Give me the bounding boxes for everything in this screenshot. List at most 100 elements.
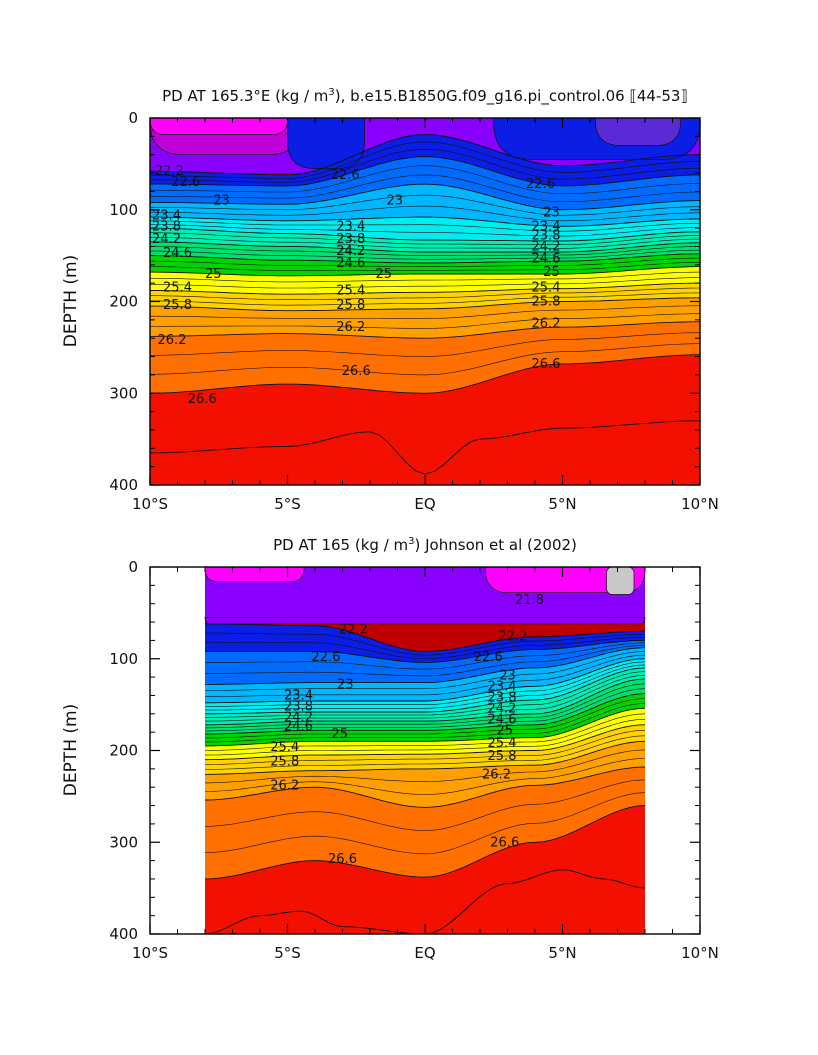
contour-band-24.6 — [205, 693, 645, 746]
contour-line-minor — [150, 141, 700, 179]
contour-line-minor — [150, 292, 700, 306]
contour-label: 25.8 — [163, 298, 192, 313]
contour-line-minor — [204, 661, 646, 707]
contour-band-25.8 — [150, 297, 700, 339]
contour-line-26.2 — [150, 321, 700, 339]
y-tick-label: 100 — [109, 201, 138, 219]
contour-line-minor — [150, 148, 700, 183]
surface-patch-4 — [595, 118, 682, 146]
contour-band-25 — [150, 266, 700, 295]
contour-label: 26.6 — [490, 835, 519, 850]
contour-line-minor — [205, 645, 646, 677]
missing-data-patch — [606, 567, 635, 595]
y-tick-label: 0 — [128, 558, 138, 576]
surface-patch-2 — [287, 118, 365, 169]
contour-label: 23.4 — [152, 208, 181, 223]
panel-bottom-title: PD AT 165 (kg / m3) Johnson et al (2002) — [273, 536, 577, 554]
contour-line-minor — [150, 277, 700, 289]
contour-line-minor — [150, 174, 700, 203]
contour-label: 23.4 — [336, 219, 365, 234]
panel-top: PD AT 165.3°E (kg / m3), b.e15.B1850G.f0… — [61, 87, 719, 513]
contour-line-23.4 — [150, 216, 700, 227]
y-tick-label: 300 — [109, 833, 138, 851]
contour-line-minor — [150, 305, 700, 319]
contour-line-minor — [150, 246, 700, 256]
contour-line-minor — [204, 698, 646, 739]
panel-bottom-plot-area: 21.822.2 22.222.6 22.6232323.423.423.823.8… — [204, 567, 646, 934]
contour-label: 26.2 — [482, 767, 511, 782]
contour-line-23.4 — [205, 658, 646, 704]
surface-patch-1 — [150, 118, 288, 135]
contour-band-26.6 — [150, 354, 700, 485]
contour-line-minor — [205, 675, 646, 722]
y-tick-label: 400 — [109, 925, 138, 943]
y-tick-label: 300 — [109, 384, 138, 402]
contour-band-22.2 — [150, 134, 700, 186]
contour-line-24.6 — [150, 253, 700, 264]
contour-label: 22.2 — [155, 164, 184, 179]
contour-line-24.2 — [150, 241, 700, 253]
x-tick-label: EQ — [414, 495, 435, 513]
surface-patch-0 — [204, 567, 305, 583]
contour-line-minor — [204, 671, 646, 718]
contour-line-minor — [150, 332, 700, 357]
contour-label: 23.4 — [532, 219, 561, 234]
y-tick-label: 400 — [109, 476, 138, 494]
contour-line-minor — [150, 237, 700, 249]
contour-line-23 — [150, 183, 700, 211]
contour-line-minor — [204, 683, 646, 729]
contour-line-minor — [205, 637, 646, 660]
contour-label: 21.8 — [515, 593, 544, 608]
contour-band-25.4 — [205, 724, 645, 775]
contour-line-minor — [204, 758, 646, 795]
contour-label: 25 — [375, 267, 392, 282]
contour-line-22.2 — [150, 134, 700, 176]
contour-band-23.4 — [150, 217, 700, 241]
contour-line-minor — [150, 287, 700, 301]
contour-line-deep-0 — [150, 420, 700, 475]
contour-label: 23.8 — [532, 228, 561, 243]
contour-line-25.8 — [150, 297, 700, 312]
contour-label: 23.8 — [336, 232, 365, 247]
contour-label: 23 — [543, 206, 560, 221]
contour-line-minor — [150, 232, 700, 245]
contour-label: 26.6 — [342, 364, 371, 379]
contour-line-26.2 — [204, 766, 646, 808]
contour-label: 24.2 — [152, 232, 181, 247]
x-tick-label: 10°N — [681, 495, 719, 513]
contour-label: 23.8 — [488, 690, 517, 705]
contour-line-minor — [204, 730, 646, 765]
contour-label: 24.2 — [488, 701, 517, 716]
contour-label: 24.6 — [284, 720, 313, 735]
contour-band-25.4 — [150, 283, 700, 311]
panel-top-title: PD AT 165.3°E (kg / m3), b.e15.B1850G.f0… — [162, 87, 688, 106]
surface-patch-2 — [204, 617, 646, 625]
contour-line-minor — [204, 654, 646, 697]
contour-line-minor — [204, 779, 646, 831]
y-tick-label: 200 — [109, 293, 138, 311]
contour-label: 25 — [331, 727, 348, 742]
panel-top-axes: 10°S 5°S EQ 5°N 10°N 0 100 200 300 400 — [109, 109, 719, 513]
contour-band-24.2 — [205, 678, 645, 734]
contour-label: 22.6 — [171, 175, 200, 190]
y-tick-label: 100 — [109, 650, 138, 668]
contour-label: 24.2 — [336, 244, 365, 259]
contour-line-24.2 — [205, 678, 646, 726]
contour-label: 23 — [386, 194, 403, 209]
contour-label: 25.4 — [532, 281, 561, 296]
y-tick-label: 200 — [109, 742, 138, 760]
contour-line-minor — [204, 719, 646, 756]
contour-line-minor — [204, 651, 646, 691]
contour-label: 24.6 — [488, 712, 517, 727]
x-tick-label: 5°N — [548, 944, 576, 962]
contour-line-minor — [204, 792, 646, 855]
contour-line-minor — [150, 165, 700, 195]
contour-band-22.2 — [205, 623, 645, 663]
panel-top-plot-area: 22.222.62323.423.824.224.62525.425.826.2… — [150, 118, 700, 485]
contour-line-25 — [150, 266, 700, 277]
contour-band-23.8 — [205, 667, 645, 725]
contour-line-minor — [150, 262, 700, 271]
contour-label: 24.6 — [336, 256, 365, 271]
contour-label: 23 — [213, 194, 230, 209]
contour-line-25.8 — [204, 740, 646, 775]
